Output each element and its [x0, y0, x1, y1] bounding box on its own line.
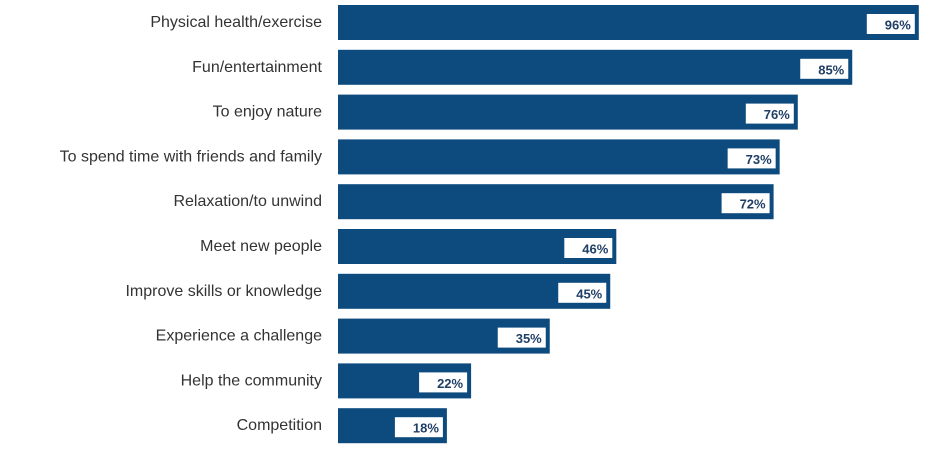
value-label: 76%	[764, 107, 790, 122]
bar	[338, 5, 919, 40]
value-label-box	[727, 148, 776, 169]
value-labels: 96% 85% 76% 73% 72% 46% 45% 35% 22% 18%	[394, 14, 915, 438]
value-label-box	[419, 372, 468, 393]
value-label-box	[558, 282, 607, 303]
value-label-box	[394, 417, 443, 438]
category-label: Competition	[237, 417, 322, 434]
value-label-box	[866, 14, 915, 34]
value-label-box	[745, 103, 794, 124]
category-label: To spend time with friends and family	[60, 148, 322, 165]
value-label: 18%	[413, 421, 439, 436]
bar	[338, 139, 780, 175]
value-label: 35%	[516, 331, 542, 346]
category-label: Fun/entertainment	[192, 59, 322, 76]
value-label: 73%	[746, 152, 772, 167]
category-label: Improve skills or knowledge	[125, 283, 322, 300]
value-label: 85%	[818, 62, 844, 77]
bar	[338, 184, 774, 220]
value-label: 96%	[885, 18, 911, 33]
bar	[338, 94, 798, 130]
category-label: Experience a challenge	[156, 328, 322, 345]
value-label-box	[497, 327, 546, 348]
value-label: 72%	[740, 197, 766, 212]
category-label: Physical health/exercise	[150, 14, 322, 31]
value-label-box	[800, 58, 849, 79]
value-label: 22%	[437, 376, 463, 391]
value-label: 45%	[576, 286, 602, 301]
value-label-box	[721, 193, 770, 214]
category-label: Meet new people	[200, 238, 322, 255]
category-label: To enjoy nature	[213, 104, 323, 121]
category-label: Relaxation/to unwind	[173, 193, 322, 210]
category-labels: Physical health/exercise Fun/entertainmen…	[60, 14, 323, 434]
bar	[338, 49, 853, 85]
value-label: 46%	[582, 242, 608, 257]
value-label-box	[564, 238, 613, 258]
category-label: Help the community	[181, 372, 322, 389]
